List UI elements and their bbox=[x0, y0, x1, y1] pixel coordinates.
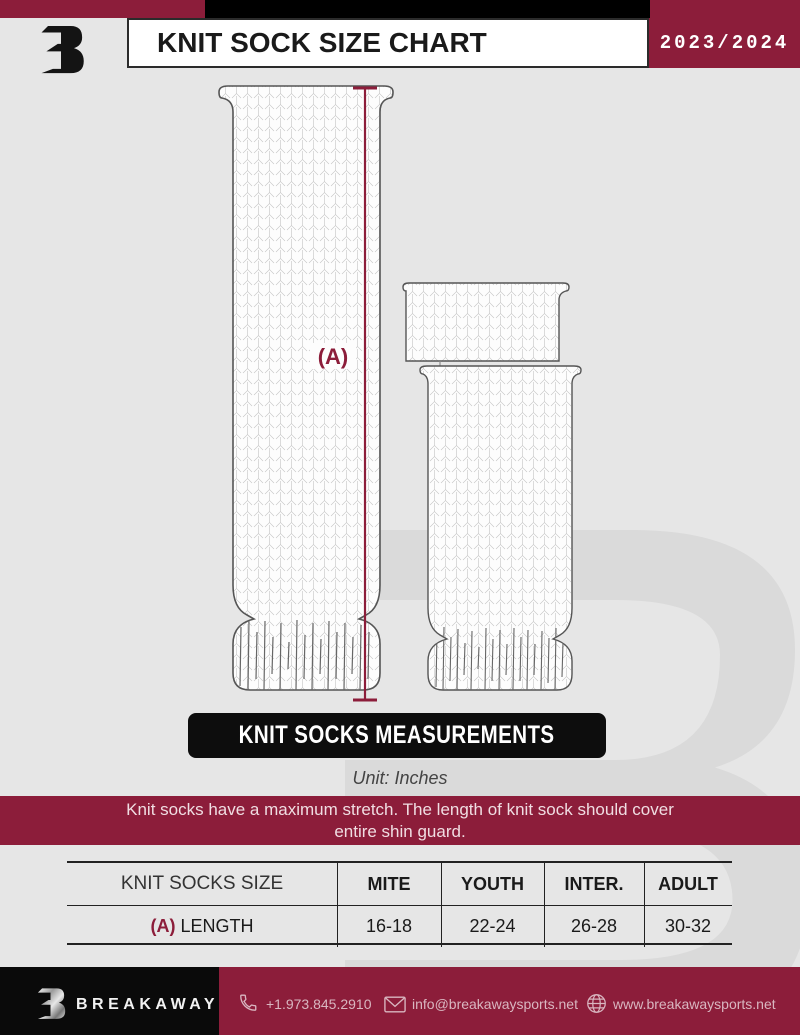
svg-text:(A): (A) bbox=[318, 344, 349, 369]
